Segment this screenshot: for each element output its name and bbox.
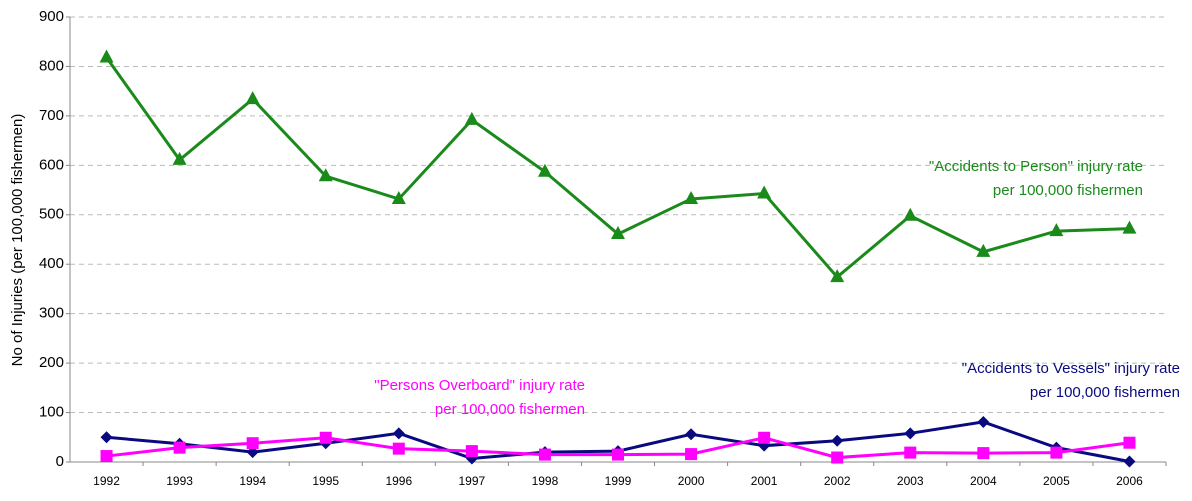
y-tick-label: 200 — [39, 354, 64, 371]
y-tick-label: 300 — [39, 305, 64, 322]
marker — [612, 448, 624, 461]
marker — [1049, 223, 1064, 237]
marker — [977, 447, 990, 460]
marker — [391, 190, 406, 204]
y-tick-label: 100 — [39, 404, 64, 421]
marker — [903, 207, 918, 221]
y-tick-label: 600 — [39, 156, 64, 173]
series-label: per 100,000 fishermen — [1030, 384, 1180, 401]
marker — [758, 431, 771, 444]
marker — [1123, 436, 1136, 449]
marker — [246, 437, 259, 450]
y-tick-label: 900 — [39, 8, 64, 25]
x-tick-label: 2003 — [897, 474, 924, 488]
x-tick-label: 2002 — [824, 474, 851, 488]
marker — [611, 226, 625, 240]
marker — [172, 151, 187, 165]
marker — [537, 163, 552, 177]
marker — [173, 441, 186, 454]
x-tick-label: 2001 — [751, 474, 778, 488]
y-tick-label: 500 — [39, 206, 64, 223]
marker — [685, 428, 698, 441]
marker — [538, 448, 551, 461]
marker — [318, 168, 333, 182]
marker — [904, 446, 917, 459]
marker — [319, 431, 332, 444]
marker — [392, 442, 405, 455]
x-tick-label: 2000 — [678, 474, 705, 488]
marker — [757, 185, 772, 199]
y-tick-label: 700 — [39, 107, 64, 124]
marker — [100, 450, 113, 463]
marker — [904, 427, 917, 440]
marker — [392, 427, 405, 440]
marker — [831, 451, 844, 464]
marker — [1122, 220, 1137, 234]
series-label: per 100,000 fishermen — [993, 182, 1143, 199]
x-tick-label: 1998 — [532, 474, 559, 488]
marker — [830, 269, 845, 283]
series-label: "Persons Overboard" injury rate — [374, 377, 585, 394]
marker — [685, 448, 698, 461]
x-tick-label: 1994 — [239, 474, 266, 488]
y-tick-label: 0 — [56, 453, 64, 470]
x-tick-label: 1997 — [459, 474, 486, 488]
marker — [245, 91, 260, 105]
marker — [1050, 446, 1063, 459]
x-tick-label: 2005 — [1043, 474, 1070, 488]
x-tick-label: 1993 — [166, 474, 193, 488]
series-label: "Accidents to Vessels" injury rate — [962, 360, 1180, 377]
x-tick-label: 1996 — [385, 474, 412, 488]
x-tick-label: 2006 — [1116, 474, 1143, 488]
marker — [100, 431, 113, 444]
series-label: "Accidents to Person" injury rate — [929, 158, 1143, 175]
y-tick-label: 400 — [39, 255, 64, 272]
x-tick-label: 1995 — [312, 474, 339, 488]
x-tick-label: 1992 — [93, 474, 120, 488]
x-tick-label: 1999 — [605, 474, 632, 488]
y-axis-label: No of Injuries (per 100,000 fishermen) — [9, 114, 26, 367]
marker — [99, 49, 114, 63]
marker — [831, 434, 844, 447]
x-tick-label: 2004 — [970, 474, 997, 488]
marker — [977, 415, 990, 428]
marker — [464, 111, 479, 125]
y-tick-label: 800 — [39, 57, 64, 74]
marker — [1123, 455, 1136, 468]
series-label: per 100,000 fishermen — [435, 401, 585, 418]
marker — [976, 243, 991, 257]
marker — [684, 190, 699, 204]
marker — [465, 445, 478, 458]
